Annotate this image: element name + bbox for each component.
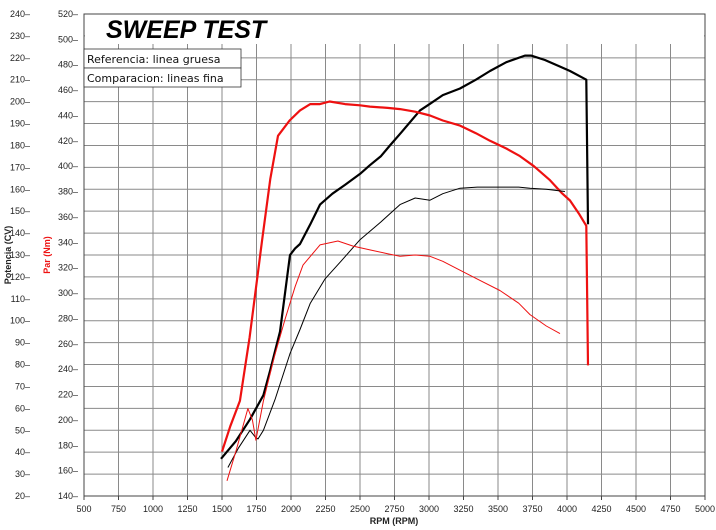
x-tick-label: 2000 <box>281 504 301 514</box>
torque-tick-label: 280– <box>58 313 78 323</box>
torque-tick-label: 300– <box>58 288 78 298</box>
torque-tick-label: 360– <box>58 212 78 222</box>
power-tick-label: 100– <box>10 316 30 326</box>
power-tick-label: 160– <box>10 184 30 194</box>
x-tick-label: 2750 <box>384 504 404 514</box>
x-axis-label: RPM (RPM) <box>370 516 419 526</box>
x-tick-label: 1500 <box>212 504 232 514</box>
x-tick-label: 750 <box>111 504 126 514</box>
power-tick-label: 90– <box>15 338 30 348</box>
y-axis-label-torque: Par (Nm) <box>42 236 52 274</box>
torque-tick-label: 340– <box>58 237 78 247</box>
torque-tick-label: 480– <box>58 60 78 70</box>
chart-title: SWEEP TEST <box>106 16 269 44</box>
x-tick-label: 2250 <box>315 504 335 514</box>
power-tick-label: 60– <box>15 403 30 413</box>
torque-tick-label: 420– <box>58 136 78 146</box>
power-tick-label: 40– <box>15 447 30 457</box>
x-tick-label: 5000 <box>695 504 715 514</box>
torque-tick-label: 320– <box>58 263 78 273</box>
power-tick-label: 170– <box>10 162 30 172</box>
power-tick-label: 140– <box>10 228 30 238</box>
torque-tick-label: 160– <box>58 466 78 476</box>
legend-entry-comparison: Comparacion: lineas fina <box>87 72 224 85</box>
power-tick-label: 80– <box>15 360 30 370</box>
legend: Referencia: linea gruesa Comparacion: li… <box>83 48 242 88</box>
torque-tick-label: 460– <box>58 85 78 95</box>
torque-tick-label: 380– <box>58 187 78 197</box>
x-tick-label: 3000 <box>419 504 439 514</box>
power-tick-label: 200– <box>10 97 30 107</box>
torque-tick-label: 220– <box>58 390 78 400</box>
power-tick-label: 110– <box>11 294 30 304</box>
x-tick-label: 2500 <box>350 504 370 514</box>
x-tick-label: 1750 <box>246 504 266 514</box>
series-line-torque-reference <box>220 100 590 452</box>
power-tick-label: 50– <box>15 425 30 435</box>
power-tick-label: 220– <box>10 53 30 63</box>
power-tick-label: 70– <box>15 381 30 391</box>
power-tick-label: 240– <box>10 9 30 19</box>
power-tick-label: 120– <box>10 272 30 282</box>
power-tick-label: 20– <box>15 491 30 501</box>
torque-tick-label: 260– <box>58 339 78 349</box>
series-line-power-reference <box>220 54 590 460</box>
torque-tick-label: 140– <box>58 491 78 501</box>
x-tick-label: 3750 <box>522 504 542 514</box>
series-line-power-comparison <box>227 186 565 468</box>
torque-tick-label: 180– <box>58 440 78 450</box>
torque-tick-label: 500– <box>58 34 78 44</box>
x-tick-label: 4750 <box>660 504 680 514</box>
torque-tick-label: 200– <box>58 415 78 425</box>
torque-tick-label: 520– <box>58 9 78 19</box>
power-tick-label: 210– <box>10 75 30 85</box>
x-tick-label: 4000 <box>557 504 577 514</box>
series-line-torque-comparison <box>226 240 561 481</box>
power-tick-label: 190– <box>10 119 30 129</box>
torque-tick-label: 240– <box>58 364 78 374</box>
legend-entry-reference: Referencia: linea gruesa <box>87 53 220 66</box>
power-tick-label: 180– <box>10 140 30 150</box>
x-tick-label: 3500 <box>488 504 508 514</box>
x-tick-label: 1250 <box>177 504 197 514</box>
title-area <box>85 14 704 44</box>
x-tick-label: 3250 <box>453 504 473 514</box>
power-tick-label: 130– <box>10 250 30 260</box>
power-tick-label: 30– <box>15 469 30 479</box>
power-tick-label: 230– <box>10 31 30 41</box>
x-tick-label: 4500 <box>626 504 646 514</box>
x-tick-label: 1000 <box>143 504 163 514</box>
series-group <box>220 54 590 481</box>
x-tick-label: 4250 <box>591 504 611 514</box>
y-axis-label-power: Potencia (CV) <box>3 226 13 285</box>
torque-tick-label: 440– <box>58 110 78 120</box>
torque-tick-label: 400– <box>58 161 78 171</box>
x-tick-label: 500 <box>76 504 91 514</box>
power-tick-label: 150– <box>10 206 30 216</box>
axis-ticks: 20– 30– 40– 50– 60– 70– 80– 90– 100– 110– 120– 130–… <box>10 9 715 514</box>
